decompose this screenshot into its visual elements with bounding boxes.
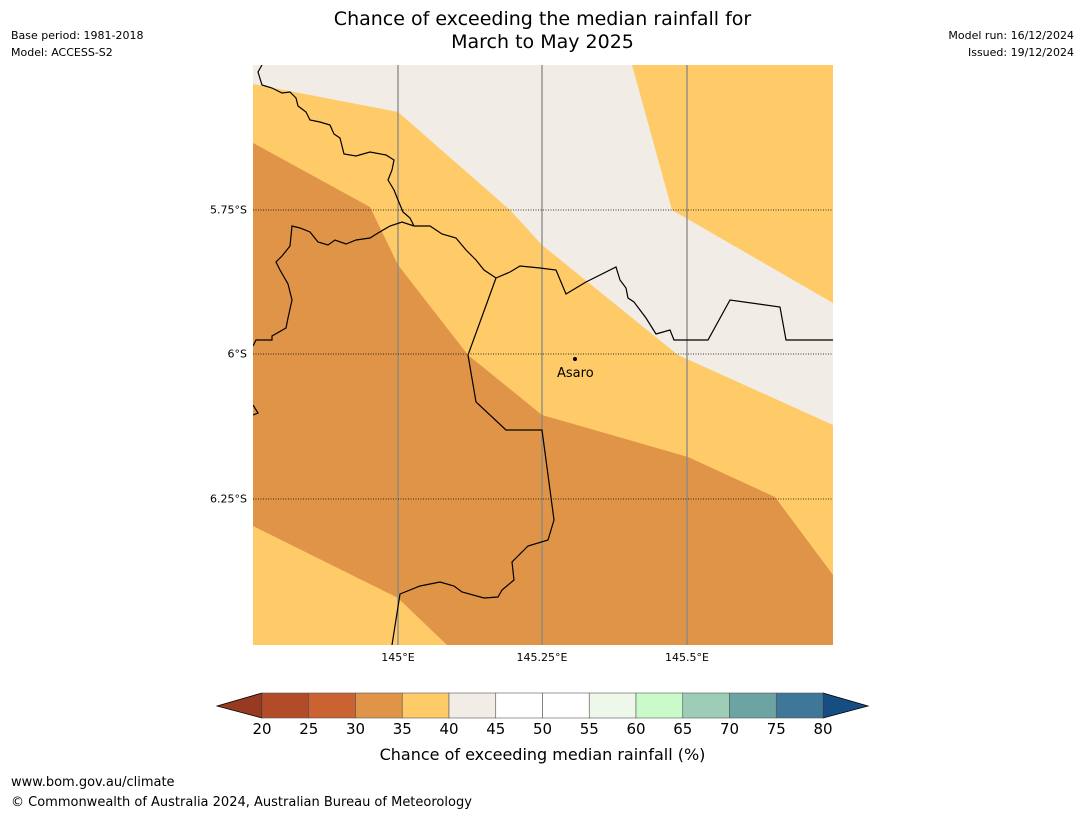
colorbar-swatch: [542, 692, 590, 719]
colorbar-tick-label: 50: [532, 720, 553, 738]
colorbar-swatch: [261, 692, 310, 719]
colorbar-tick-label: 45: [486, 720, 506, 738]
lat-label-6-25s: 6.25°S: [210, 492, 247, 506]
boundary-central: [253, 221, 415, 347]
boundary-north: [257, 65, 415, 227]
boundary-inner: [391, 277, 555, 645]
colorbar-tick-label: 60: [626, 720, 646, 738]
colorbar-over-arrow: [822, 692, 870, 719]
colorbar-tick-label: 20: [252, 720, 272, 738]
boundary-west-stub: [253, 404, 259, 416]
colorbar-swatch: [588, 692, 637, 719]
colorbar-swatch: [495, 692, 543, 719]
colorbar-swatch: [401, 692, 450, 719]
colorbar-swatch: [775, 692, 824, 719]
footer-copyright: © Commonwealth of Australia 2024, Austra…: [11, 795, 472, 810]
model-name: Model: ACCESS-S2: [11, 46, 113, 59]
boundary-east: [414, 225, 833, 341]
base-period: Base period: 1981-2018: [11, 29, 144, 42]
footer-website[interactable]: www.bom.gov.au/climate: [11, 775, 175, 790]
place-label-asaro: Asaro: [557, 366, 594, 381]
asaro-marker: [573, 357, 577, 361]
colorbar-swatch: [729, 692, 777, 719]
zone-40-45: [253, 65, 833, 425]
model-run: Model run: 16/12/2024: [948, 29, 1074, 42]
meta-left: Base period: 1981-2018 Model: ACCESS-S2: [11, 27, 143, 61]
title-line-2: March to May 2025: [451, 31, 634, 53]
colorbar-swatch: [308, 692, 356, 719]
lon-label-145-5e: 145.5°E: [665, 651, 709, 664]
colorbar-title: Chance of exceeding median rainfall (%): [379, 745, 706, 764]
colorbar-tick-label: 70: [719, 720, 740, 738]
colorbar-tick-label: 80: [813, 720, 833, 738]
meta-right: Model run: 16/12/2024 Issued: 19/12/2024: [948, 27, 1074, 61]
colorbar-swatch: [682, 692, 730, 719]
lat-label-6s: 6°S: [227, 347, 247, 361]
province-boundaries: [253, 65, 833, 645]
colorbar-swatch: [635, 692, 684, 719]
graticule: [253, 65, 833, 645]
colorbar-swatch: [355, 692, 403, 719]
colorbar: [215, 692, 870, 719]
lon-label-145-25e: 145.25°E: [516, 651, 568, 664]
colorbar-tick-label: 25: [299, 720, 319, 738]
colorbar-tick-label: 75: [766, 720, 786, 738]
colorbar-swatch: [448, 692, 497, 719]
colorbar-tick-label: 35: [392, 720, 412, 738]
colorbar-under-arrow: [215, 692, 263, 719]
title-line-1: Chance of exceeding the median rainfall …: [333, 8, 752, 30]
colorbar-tick-label: 65: [673, 720, 693, 738]
issued-date: Issued: 19/12/2024: [967, 46, 1074, 59]
lon-label-145e: 145°E: [381, 651, 415, 664]
colorbar-tick-label: 55: [579, 720, 599, 738]
lat-label-5-75s: 5.75°S: [210, 203, 247, 217]
colorbar-tick-label: 30: [345, 720, 366, 738]
map-title: Chance of exceeding the median rainfall …: [0, 8, 1085, 54]
map-area: [253, 65, 833, 645]
colorbar-tick-label: 40: [439, 720, 459, 738]
